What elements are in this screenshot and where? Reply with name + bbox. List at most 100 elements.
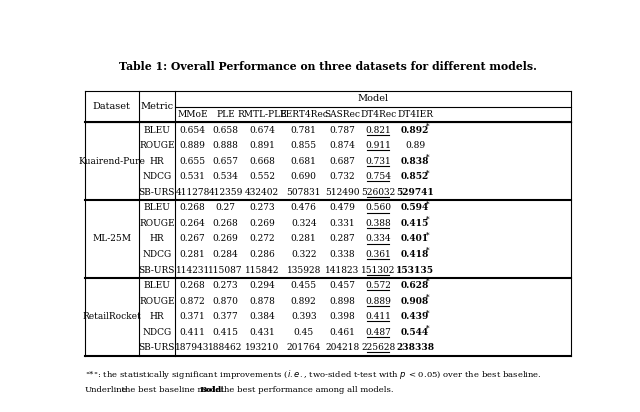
Text: 0.269: 0.269: [212, 234, 239, 243]
Text: 115087: 115087: [208, 266, 243, 274]
Text: *: *: [426, 293, 430, 300]
Text: 0.674: 0.674: [250, 126, 275, 135]
Text: 0.398: 0.398: [329, 312, 355, 321]
Text: 187943: 187943: [175, 343, 210, 352]
Text: *: *: [426, 168, 430, 176]
Text: Model: Model: [358, 94, 388, 103]
Text: HR: HR: [150, 157, 164, 166]
Text: 0.384: 0.384: [250, 312, 275, 321]
Text: 0.267: 0.267: [180, 234, 205, 243]
Text: "*": the statistically significant improvements ($i.e.$, two-sided t-test with $: "*": the statistically significant impro…: [85, 368, 542, 381]
Text: Underline: Underline: [85, 386, 127, 394]
Text: 0.690: 0.690: [291, 172, 317, 181]
Text: 188462: 188462: [209, 343, 243, 352]
Text: 0.654: 0.654: [180, 126, 205, 135]
Text: MMoE: MMoE: [177, 110, 208, 119]
Text: 0.544: 0.544: [401, 328, 429, 337]
Text: 0.870: 0.870: [212, 297, 239, 306]
Text: 0.322: 0.322: [291, 250, 316, 259]
Text: ROUGE: ROUGE: [139, 219, 175, 228]
Text: *: *: [426, 323, 430, 332]
Text: 0.781: 0.781: [291, 126, 317, 135]
Text: 0.731: 0.731: [365, 157, 391, 166]
Text: ML-25M: ML-25M: [92, 234, 131, 243]
Text: 0.461: 0.461: [329, 328, 355, 337]
Text: 151302: 151302: [361, 266, 396, 274]
Text: 0.852: 0.852: [401, 172, 429, 181]
Text: 225628: 225628: [361, 343, 396, 352]
Text: 0.27: 0.27: [216, 204, 236, 213]
Text: *: *: [426, 246, 430, 254]
Text: 0.393: 0.393: [291, 312, 317, 321]
Text: NDCG: NDCG: [142, 172, 172, 181]
Text: 0.572: 0.572: [365, 281, 391, 290]
Text: 0.534: 0.534: [212, 172, 239, 181]
Text: 0.628: 0.628: [401, 281, 429, 290]
Text: 0.268: 0.268: [212, 219, 239, 228]
Text: Bold: Bold: [200, 386, 222, 394]
Text: 0.361: 0.361: [365, 250, 391, 259]
Text: 193210: 193210: [245, 343, 280, 352]
Text: HR: HR: [150, 234, 164, 243]
Text: 0.560: 0.560: [365, 204, 391, 213]
Text: HR: HR: [150, 312, 164, 321]
Text: DT4IER: DT4IER: [397, 110, 433, 119]
Text: 0.281: 0.281: [291, 234, 317, 243]
Text: 0.681: 0.681: [291, 157, 317, 166]
Text: *: *: [426, 122, 430, 129]
Text: 0.281: 0.281: [180, 250, 205, 259]
Text: 0.457: 0.457: [329, 281, 355, 290]
Text: SB-URS: SB-URS: [139, 343, 175, 352]
Text: 0.273: 0.273: [250, 204, 275, 213]
Text: 141823: 141823: [325, 266, 359, 274]
Text: 135928: 135928: [287, 266, 321, 274]
Text: 0.294: 0.294: [250, 281, 275, 290]
Text: 0.371: 0.371: [180, 312, 205, 321]
Text: RetailRocket: RetailRocket: [83, 312, 141, 321]
Text: 0.898: 0.898: [329, 297, 355, 306]
Text: NDCG: NDCG: [142, 250, 172, 259]
Text: 0.269: 0.269: [250, 219, 275, 228]
Text: 0.334: 0.334: [365, 234, 391, 243]
Text: 507831: 507831: [287, 188, 321, 197]
Text: 0.439: 0.439: [401, 312, 429, 321]
Text: 0.888: 0.888: [212, 141, 239, 150]
Text: 0.838: 0.838: [401, 157, 429, 166]
Text: 0.668: 0.668: [250, 157, 275, 166]
Text: *: *: [426, 277, 430, 285]
Text: 0.455: 0.455: [291, 281, 317, 290]
Text: 0.415: 0.415: [212, 328, 239, 337]
Text: BLEU: BLEU: [143, 204, 170, 213]
Text: *: *: [426, 152, 430, 161]
Text: 204218: 204218: [325, 343, 359, 352]
Text: 0.268: 0.268: [180, 281, 205, 290]
Text: *: *: [426, 215, 430, 223]
Text: 0.657: 0.657: [212, 157, 239, 166]
Text: 0.476: 0.476: [291, 204, 317, 213]
Text: 0.878: 0.878: [250, 297, 275, 306]
Text: 0.911: 0.911: [365, 141, 391, 150]
Text: 0.287: 0.287: [329, 234, 355, 243]
Text: 0.787: 0.787: [329, 126, 355, 135]
Text: 0.658: 0.658: [212, 126, 239, 135]
Text: NDCG: NDCG: [142, 328, 172, 337]
Text: 0.487: 0.487: [365, 328, 391, 337]
Text: 0.889: 0.889: [365, 297, 391, 306]
Text: : the best baseline model.: : the best baseline model.: [116, 386, 229, 394]
Text: 0.286: 0.286: [250, 250, 275, 259]
Text: 0.272: 0.272: [250, 234, 275, 243]
Text: BERT4Rec: BERT4Rec: [279, 110, 328, 119]
Text: SASRec: SASRec: [324, 110, 360, 119]
Text: SB-URS: SB-URS: [139, 266, 175, 274]
Text: 0.594: 0.594: [401, 204, 429, 213]
Text: Table 1: Overall Performance on three datasets for different models.: Table 1: Overall Performance on three da…: [119, 61, 537, 72]
Text: SB-URS: SB-URS: [139, 188, 175, 197]
Text: 153135: 153135: [396, 266, 434, 274]
Text: 512490: 512490: [325, 188, 360, 197]
Text: 0.264: 0.264: [180, 219, 205, 228]
Text: 0.431: 0.431: [250, 328, 275, 337]
Text: 0.45: 0.45: [294, 328, 314, 337]
Text: PLE: PLE: [216, 110, 235, 119]
Text: : the best performance among all models.: : the best performance among all models.: [215, 386, 394, 394]
Text: 0.874: 0.874: [329, 141, 355, 150]
